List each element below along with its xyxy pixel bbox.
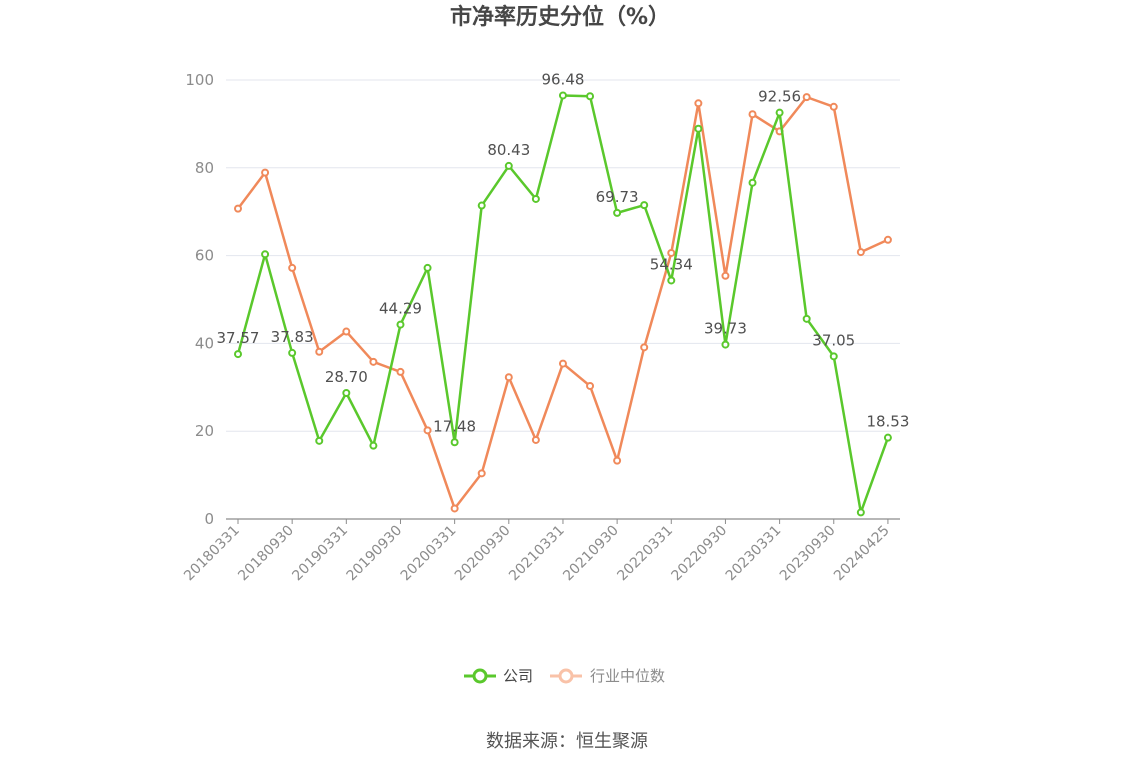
- data-point[interactable]: [613, 208, 622, 217]
- x-tick-label: 20180930: [235, 523, 297, 585]
- data-point[interactable]: [558, 359, 567, 368]
- data-point[interactable]: [288, 263, 297, 272]
- data-point[interactable]: [640, 201, 649, 210]
- data-point[interactable]: [369, 441, 378, 450]
- data-label: 37.83: [271, 328, 314, 346]
- data-label: 17.48: [433, 417, 476, 435]
- x-tick-label: 20230930: [777, 523, 839, 585]
- data-point[interactable]: [531, 435, 540, 444]
- y-tick-label: 100: [185, 71, 214, 89]
- data-point[interactable]: [288, 348, 297, 357]
- series-line: [236, 94, 890, 514]
- chart-title: 市净率历史分位（%）: [450, 4, 670, 30]
- data-point[interactable]: [748, 110, 757, 119]
- legend-company-marker: [472, 668, 488, 684]
- data-label: 92.56: [758, 88, 801, 106]
- y-tick-label: 80: [195, 159, 214, 177]
- x-tick-label: 20200930: [452, 523, 514, 585]
- data-source: 数据来源：恒生聚源: [486, 731, 648, 752]
- data-point[interactable]: [315, 436, 324, 445]
- data-point[interactable]: [667, 276, 676, 285]
- data-point[interactable]: [558, 91, 567, 100]
- data-point[interactable]: [856, 508, 865, 517]
- data-label: 96.48: [541, 70, 584, 88]
- data-point[interactable]: [856, 248, 865, 257]
- data-point[interactable]: [261, 168, 270, 177]
- y-tick-label: 60: [195, 247, 214, 265]
- data-point[interactable]: [477, 201, 486, 210]
- data-label: 28.70: [325, 368, 368, 386]
- data-point[interactable]: [883, 433, 892, 442]
- data-point[interactable]: [667, 248, 676, 257]
- data-point[interactable]: [504, 161, 513, 170]
- x-tick-label: 20180331: [181, 523, 243, 585]
- legend: 公司 行业中位数: [464, 667, 665, 685]
- data-label: 44.29: [379, 300, 422, 318]
- data-point[interactable]: [748, 178, 757, 187]
- data-point[interactable]: [504, 373, 513, 382]
- data-point[interactable]: [802, 93, 811, 102]
- data-point[interactable]: [721, 340, 730, 349]
- data-point[interactable]: [586, 92, 595, 101]
- y-tick-label: 0: [204, 510, 214, 528]
- legend-industry-label: 行业中位数: [590, 667, 665, 685]
- y-tick-label: 20: [195, 422, 214, 440]
- data-label: 54.34: [650, 255, 693, 273]
- data-label: 69.73: [596, 188, 639, 206]
- data-labels: 37.57 37.83 28.70 44.29 17.48 80.43 96.48 69.73…: [217, 70, 910, 435]
- data-point[interactable]: [640, 343, 649, 352]
- data-point[interactable]: [450, 504, 459, 513]
- data-point[interactable]: [369, 357, 378, 366]
- series-industry-median: [234, 93, 892, 513]
- data-point[interactable]: [423, 263, 432, 272]
- data-point[interactable]: [802, 314, 811, 323]
- data-point[interactable]: [396, 367, 405, 376]
- data-point[interactable]: [829, 352, 838, 361]
- y-tick-label: 40: [195, 334, 214, 352]
- legend-item-company[interactable]: 公司: [464, 667, 533, 685]
- data-label: 37.05: [812, 331, 855, 349]
- y-axis: 0 20 40 60 80 100: [185, 71, 214, 528]
- x-tick-label: 20210331: [506, 523, 568, 585]
- data-point[interactable]: [315, 347, 324, 356]
- x-tick-label: 20240425: [831, 523, 893, 585]
- data-label: 37.57: [217, 329, 260, 347]
- data-point[interactable]: [586, 381, 595, 390]
- x-tick-label: 20210930: [560, 523, 622, 585]
- data-point[interactable]: [450, 438, 459, 447]
- x-tick-label: 20230331: [723, 523, 785, 585]
- data-point[interactable]: [234, 350, 242, 359]
- x-axis: 2018033120180930201903312019093020200331…: [181, 519, 893, 584]
- data-label: 80.43: [487, 141, 530, 159]
- series-company: [234, 91, 892, 517]
- data-point[interactable]: [261, 250, 270, 259]
- data-point[interactable]: [721, 271, 730, 280]
- data-point[interactable]: [694, 99, 703, 108]
- legend-item-industry-median[interactable]: 行业中位数: [550, 667, 665, 685]
- series-line: [237, 95, 889, 510]
- data-point[interactable]: [342, 327, 351, 336]
- x-tick-label: 20220331: [614, 523, 676, 585]
- legend-industry-marker: [558, 668, 574, 684]
- data-point[interactable]: [883, 235, 892, 244]
- data-label: 39.73: [704, 320, 747, 338]
- data-point[interactable]: [775, 108, 784, 117]
- data-point[interactable]: [829, 102, 838, 111]
- data-label: 18.53: [866, 413, 909, 431]
- series-layer: [234, 91, 892, 517]
- data-point[interactable]: [396, 320, 405, 329]
- x-tick-label: 20220930: [669, 523, 731, 585]
- data-point[interactable]: [342, 389, 351, 398]
- data-point[interactable]: [234, 204, 242, 213]
- legend-company-label: 公司: [503, 667, 533, 685]
- data-point[interactable]: [423, 426, 432, 435]
- data-point[interactable]: [694, 124, 703, 133]
- data-point[interactable]: [531, 194, 540, 203]
- x-tick-label: 20190930: [344, 523, 406, 585]
- data-point[interactable]: [477, 469, 486, 478]
- data-point[interactable]: [613, 456, 622, 465]
- x-tick-label: 20190331: [289, 523, 351, 585]
- x-tick-label: 20200331: [398, 523, 460, 585]
